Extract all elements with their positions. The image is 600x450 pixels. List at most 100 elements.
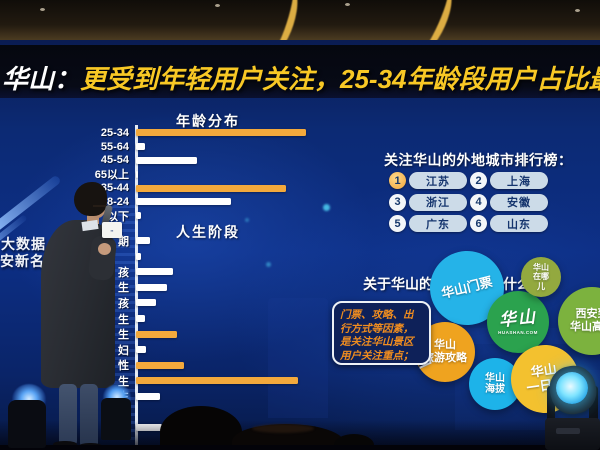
slide-title-band: 华山：更受到年轻用户关注，25-34年龄段用户占比最高 (0, 45, 600, 98)
bar (136, 129, 306, 137)
ceiling-light (345, 3, 350, 6)
callout-line: 用户关注重点； (340, 349, 414, 362)
bar (136, 392, 160, 400)
speaker-glasses (93, 203, 106, 207)
keyword-bubble: 西安到华山高铁 (558, 287, 600, 355)
mic-flag-logo: ▪▪ (110, 227, 114, 233)
city-ranking: 1 江苏 2 上海 3 浙江 4 安徽 5 广东 6 山东 (389, 170, 551, 235)
bar-row: 65以上 (82, 167, 138, 181)
bar (136, 361, 184, 369)
bar-label: 25-34 (100, 126, 129, 139)
bar (136, 315, 145, 323)
bar (136, 377, 298, 385)
bar-label: 45-54 (100, 154, 129, 167)
moving-head-light-arm (589, 386, 598, 426)
bar-row: 生 (82, 326, 177, 342)
ceiling-light (40, 8, 45, 11)
bar-label: 孩 (118, 266, 129, 279)
bar-label: 性 (118, 360, 129, 373)
ranking-item: 4 安徽 (470, 192, 551, 214)
bubble-subtext: HUASHAN.COM (498, 330, 538, 336)
callout-box: 门票、攻略、出 行方式等因素， 是关注华山景区 用户关注重点； (332, 301, 431, 365)
bubble-text: 西安到 (575, 308, 600, 321)
bar (136, 330, 177, 338)
bubble-text: 华山门票 (439, 273, 494, 301)
rank-city: 上海 (490, 172, 548, 190)
left-slogan-line1: 大数据 (1, 236, 46, 252)
ranking-title: 关注华山的外地城市排行榜： (384, 152, 573, 168)
bar (136, 252, 142, 260)
bokeh-dot (266, 262, 271, 267)
bar-row: 45-54 (82, 154, 198, 168)
rank-number: 3 (389, 193, 406, 211)
speaker-neck (87, 214, 99, 224)
bar-row: 25-34 (82, 126, 306, 140)
bar-row: 生 (82, 311, 145, 327)
bubble-text: 华山 (533, 263, 549, 273)
bar (136, 184, 286, 192)
speaker-hair (74, 182, 107, 216)
rank-number: 4 (470, 193, 487, 211)
audience-head-highlight (252, 424, 314, 433)
rank-city: 广东 (409, 215, 467, 233)
bar (136, 283, 167, 291)
bar (136, 156, 198, 164)
slide-title: 华山：更受到年轻用户关注，25-34年龄段用户占比最高 (2, 59, 600, 96)
bar-label: 生 (118, 282, 129, 295)
bubble-text: 海拔 (485, 384, 505, 395)
bokeh-dot (323, 204, 330, 211)
speaker-leg (59, 384, 77, 446)
bubble-text: 儿 (537, 281, 545, 291)
ranking-item: 2 上海 (470, 170, 551, 192)
life-chart-title: 人生阶段 (176, 224, 240, 240)
bar-row: 以下 (82, 209, 142, 223)
bar-label: 生 (118, 313, 129, 326)
microphone-flag: ▪▪ (102, 222, 122, 238)
bar (136, 346, 147, 354)
bar-label: 妇 (118, 344, 129, 357)
keyword-bubble: 华山 在哪儿 (521, 257, 561, 297)
slide-title-highlight: 更受到年轻用户关注，25-34年龄段用户占比最高 (80, 64, 600, 94)
bar-row: 35-44 (82, 181, 286, 195)
bar (136, 198, 232, 206)
ranking-item: 1 江苏 (389, 170, 470, 192)
moving-head-light-lens (556, 372, 588, 404)
bar-label: 55-64 (100, 140, 129, 153)
rank-number: 5 (389, 215, 406, 233)
moving-head-light-base (545, 418, 600, 450)
bar-label: 以下 (107, 210, 129, 223)
callout-line: 行方式等因素， (340, 322, 414, 335)
bar-row: 生 (82, 280, 167, 296)
bar (136, 268, 174, 276)
skyline-watermark (268, 298, 328, 418)
age-chart-title: 年龄分布 (176, 113, 240, 129)
bar-label: 65以上 (94, 169, 129, 182)
bar-row (82, 249, 142, 265)
speaker-arm (87, 234, 118, 282)
bar (136, 143, 145, 151)
bar-row: 生 (82, 373, 298, 389)
bar (136, 237, 150, 245)
bar-row: 期 (82, 233, 150, 249)
bubble-text: 华山 (485, 372, 505, 384)
rank-city: 山东 (490, 215, 548, 233)
ceiling-light (575, 9, 580, 12)
bubble-text: 旅游攻略 (423, 352, 467, 364)
bar (136, 212, 142, 220)
bokeh-dot (245, 218, 249, 222)
speaker-hand (98, 243, 111, 255)
ranking-item: 3 浙江 (389, 192, 470, 214)
ceiling (0, 0, 600, 59)
bar-row: 孩 (82, 295, 157, 311)
callout-line: 是关注华山景区 (340, 336, 414, 348)
bar-row: 性 (82, 357, 184, 373)
rank-number: 2 (470, 172, 487, 190)
stage-light-body (101, 398, 131, 440)
moving-head-light-arm (547, 386, 555, 426)
moving-head-light-detail (556, 428, 580, 434)
bar-label: 生 (118, 329, 129, 342)
rank-city: 安徽 (490, 193, 548, 211)
speaker-leg (80, 384, 98, 448)
slide-title-prefix: 华山： (2, 64, 81, 94)
